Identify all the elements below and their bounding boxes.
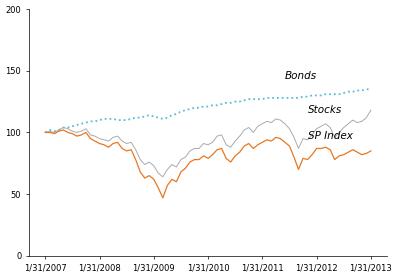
Text: SP Index: SP Index: [308, 131, 352, 141]
Text: Stocks: Stocks: [308, 105, 342, 115]
Text: Bonds: Bonds: [285, 71, 317, 81]
